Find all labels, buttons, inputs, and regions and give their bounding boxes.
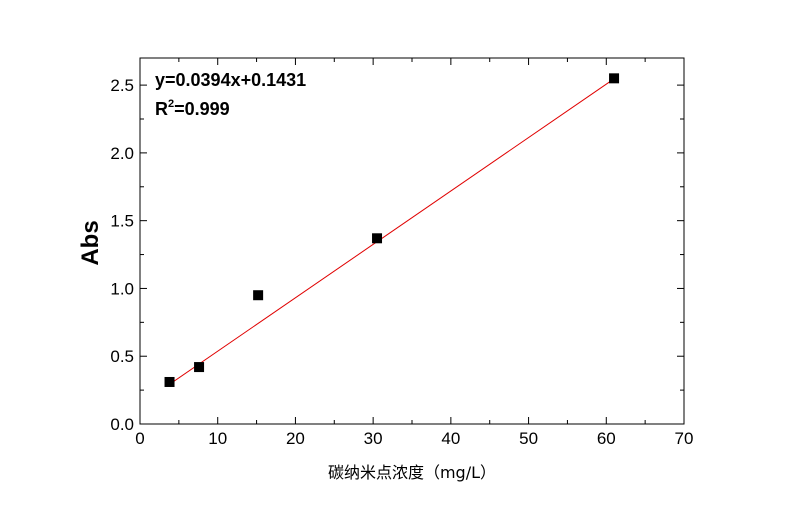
x-tick-label: 10 xyxy=(208,429,227,448)
y-tick-label: 1.5 xyxy=(110,212,134,231)
fit-equation: y=0.0394x+0.1431 xyxy=(155,70,306,90)
fit-line-group xyxy=(169,78,615,385)
x-tick-label: 40 xyxy=(441,429,460,448)
y-tick-label: 0.5 xyxy=(110,347,134,366)
x-axis-title: 碳纳米点浓度（mg/L） xyxy=(328,463,496,482)
data-point xyxy=(253,290,264,301)
x-axis-ticks: 0 10 20 30 40 50 60 70 xyxy=(135,58,693,448)
x-tick-label: 50 xyxy=(519,429,538,448)
r-squared: R2=0.999 xyxy=(155,98,230,119)
data-point xyxy=(372,233,383,244)
data-point xyxy=(609,73,620,84)
r-squared-prefix: R xyxy=(155,99,168,119)
data-point xyxy=(164,376,175,387)
fit-line xyxy=(169,78,615,385)
data-points xyxy=(164,73,620,387)
x-tick-label: 20 xyxy=(286,429,305,448)
y-tick-label: 0.0 xyxy=(110,415,134,434)
x-tick-label: 70 xyxy=(675,429,694,448)
y-axis-title: Abs xyxy=(77,220,104,265)
y-tick-label: 2.0 xyxy=(110,144,134,163)
x-tick-label: 0 xyxy=(135,429,144,448)
y-tick-label: 1.0 xyxy=(110,279,134,298)
r-squared-superscript: 2 xyxy=(168,98,174,110)
y-axis-ticks: 0.0 0.5 1.0 1.5 2.0 2.5 xyxy=(110,76,684,434)
y-tick-label: 2.5 xyxy=(110,76,134,95)
x-tick-label: 30 xyxy=(364,429,383,448)
r-squared-value: =0.999 xyxy=(174,99,230,119)
x-tick-label: 60 xyxy=(597,429,616,448)
data-point xyxy=(194,362,205,373)
